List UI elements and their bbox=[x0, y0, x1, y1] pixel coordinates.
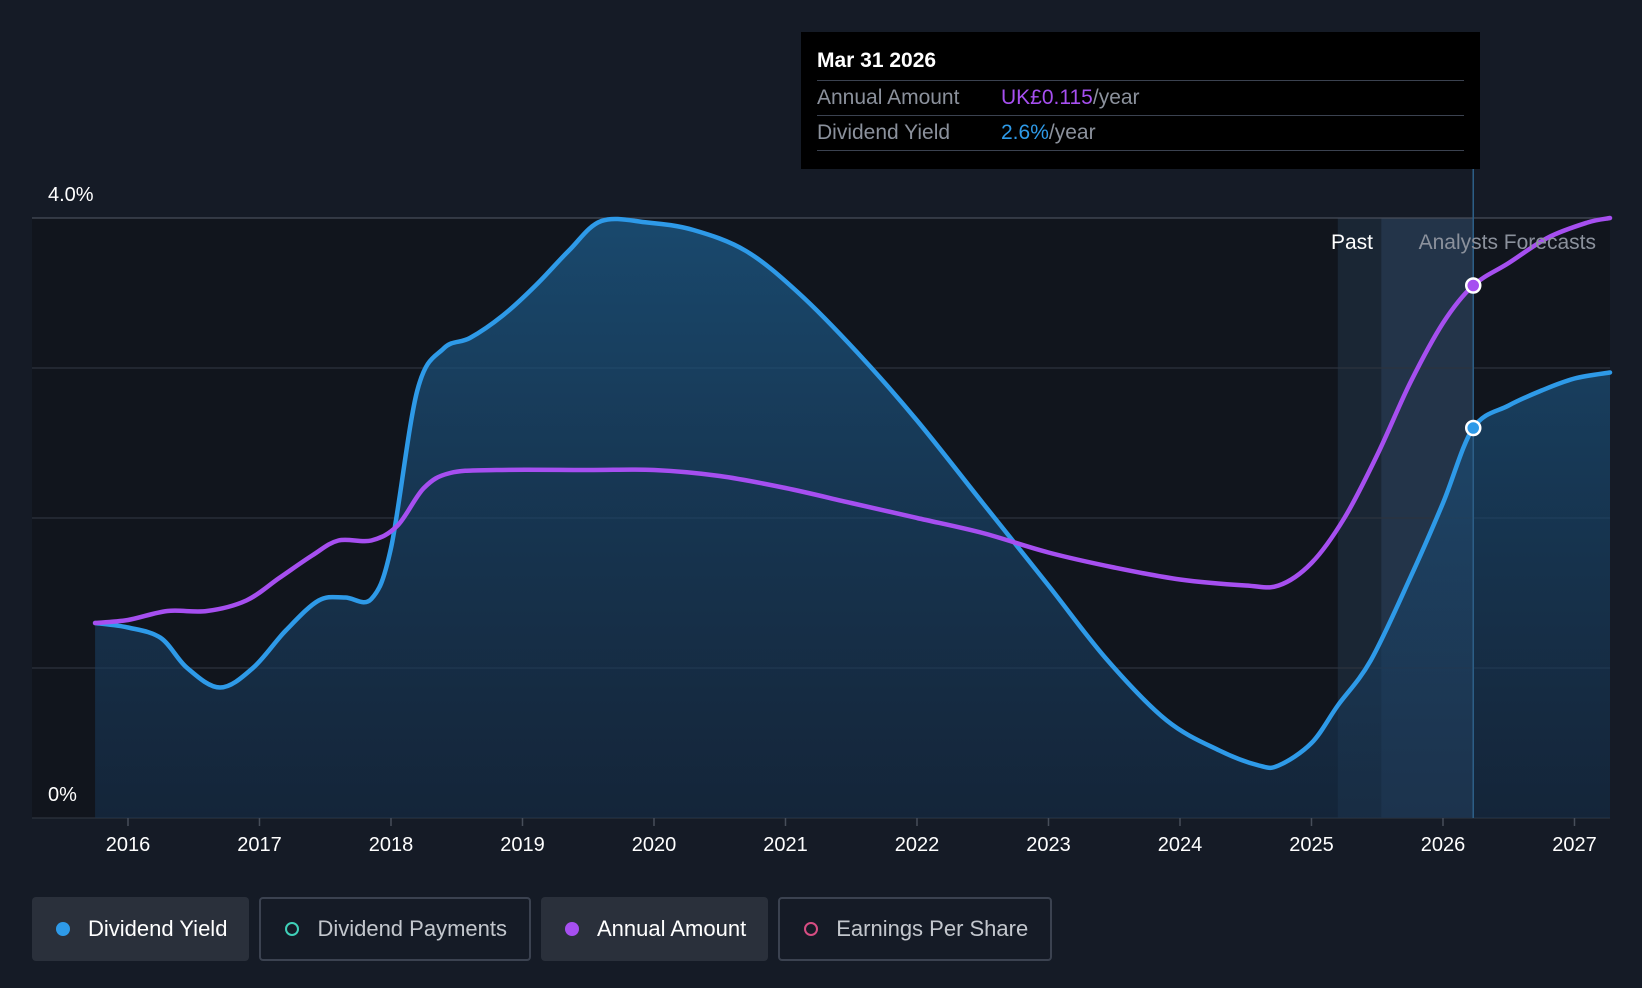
legend-dot-icon bbox=[56, 922, 70, 936]
legend-label: Dividend Yield bbox=[88, 916, 228, 941]
tooltip-unit: /year bbox=[1048, 121, 1096, 144]
tooltip-row-annual-amount: Annual Amount UK£0.115/year bbox=[817, 81, 1464, 116]
legend-annual-amount-toggle[interactable]: Annual Amount bbox=[540, 897, 769, 961]
series-line-dividend-yield bbox=[92, 216, 1613, 771]
hover-point-annual-amount bbox=[1464, 277, 1482, 294]
x-tick-label: 2023 bbox=[1026, 834, 1071, 856]
legend-ring-icon bbox=[804, 922, 819, 936]
legend-dot-icon bbox=[564, 922, 579, 936]
legend-label: Annual Amount bbox=[596, 916, 747, 941]
hover-tooltip: Mar 31 2026 Annual Amount UK£0.115/year D… bbox=[801, 32, 1480, 169]
x-tick-label: 2027 bbox=[1552, 834, 1597, 856]
x-tick-label: 2016 bbox=[106, 834, 151, 856]
tooltip-value: 2.6% bbox=[1001, 121, 1049, 144]
x-tick-label: 2025 bbox=[1289, 834, 1334, 856]
tooltip-row-dividend-yield: Dividend Yield 2.6%/year bbox=[817, 116, 1464, 151]
legend-label: Earnings Per Share bbox=[836, 916, 1029, 941]
hover-point-dividend-yield bbox=[1464, 419, 1482, 437]
tooltip-label: Annual Amount bbox=[817, 86, 960, 109]
x-tick-label: 2024 bbox=[1158, 834, 1203, 856]
legend-earnings-per-share-toggle[interactable]: Earnings Per Share bbox=[778, 897, 1053, 961]
x-tick-label: 2018 bbox=[369, 834, 414, 856]
legend-ring-icon bbox=[285, 922, 300, 936]
legend-dividend-payments-toggle[interactable]: Dividend Payments bbox=[259, 897, 531, 961]
chart-legend: Dividend Yield Dividend Payments Annual … bbox=[32, 897, 1053, 961]
analysts-forecasts-label: Analysts Forecasts bbox=[1419, 231, 1596, 254]
x-tick-label: 2021 bbox=[763, 834, 808, 856]
series-line-annual-amount bbox=[92, 215, 1613, 626]
tooltip-unit: /year bbox=[1092, 86, 1140, 109]
x-tick-label: 2017 bbox=[237, 834, 282, 856]
series-area-dividend-yield bbox=[95, 218, 1611, 818]
y-tick-label-top: 4.0% bbox=[48, 184, 94, 206]
x-tick-label: 2026 bbox=[1421, 834, 1466, 856]
tooltip-date: Mar 31 2026 bbox=[817, 46, 1464, 81]
x-tick-label: 2019 bbox=[500, 834, 545, 856]
legend-label: Dividend Payments bbox=[317, 916, 507, 941]
legend-dividend-yield-toggle[interactable]: Dividend Yield bbox=[32, 897, 250, 961]
x-tick-label: 2022 bbox=[895, 834, 940, 856]
x-tick-label: 2020 bbox=[632, 834, 677, 856]
past-label: Past bbox=[1331, 231, 1373, 254]
tooltip-label: Dividend Yield bbox=[817, 121, 951, 144]
tooltip-value: UK£0.115 bbox=[1001, 86, 1093, 109]
y-tick-label-bottom: 0% bbox=[48, 784, 77, 806]
